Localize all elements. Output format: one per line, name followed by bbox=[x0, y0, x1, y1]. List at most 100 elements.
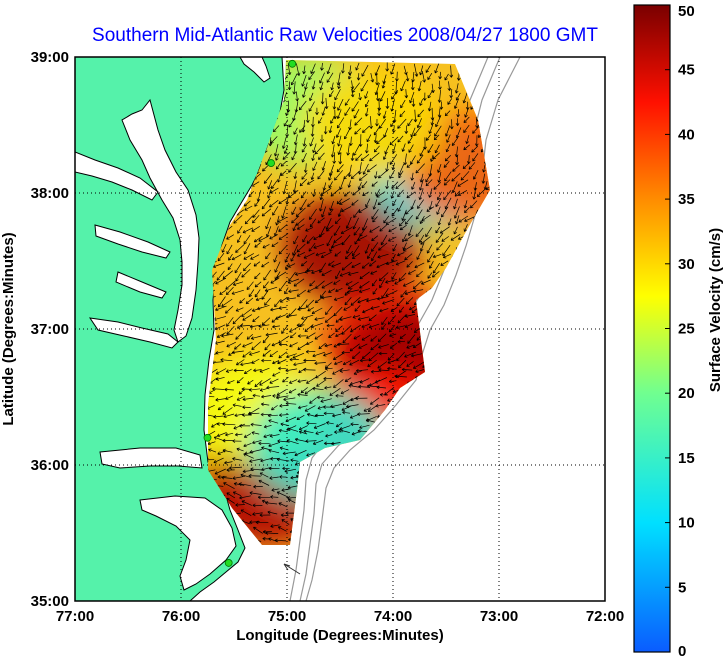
velocity-arrow bbox=[328, 332, 335, 339]
velocity-arrow bbox=[343, 171, 351, 180]
velocity-arrow bbox=[225, 395, 233, 400]
velocity-arrow bbox=[312, 386, 324, 391]
velocity-arrow bbox=[354, 117, 363, 126]
velocity-arrow bbox=[464, 216, 476, 222]
velocity-arrow bbox=[215, 305, 227, 312]
velocity-arrow bbox=[216, 432, 227, 438]
velocity-arrow bbox=[278, 502, 288, 508]
velocity-arrow bbox=[453, 98, 460, 109]
velocity-arrow bbox=[406, 344, 415, 349]
velocity-arrow bbox=[403, 280, 415, 287]
velocity-arrow bbox=[347, 180, 352, 188]
velocity-arrow bbox=[302, 137, 307, 147]
velocity-arrow bbox=[358, 343, 368, 349]
velocity-arrow bbox=[268, 137, 273, 147]
velocity-arrow bbox=[246, 333, 254, 340]
velocity-arrow bbox=[293, 171, 298, 180]
velocity-arrow bbox=[443, 190, 452, 201]
velocity-arrow bbox=[353, 226, 361, 236]
velocity-arrow bbox=[255, 297, 263, 302]
velocity-arrow bbox=[335, 393, 344, 398]
map-title: Southern Mid-Atlantic Raw Velocities 200… bbox=[92, 25, 598, 46]
velocity-arrow bbox=[280, 422, 290, 427]
velocity-arrow bbox=[280, 161, 287, 167]
velocity-arrow bbox=[265, 332, 278, 337]
velocity-arrow bbox=[293, 127, 298, 135]
velocity-arrow bbox=[370, 335, 378, 342]
velocity-arrow bbox=[439, 101, 444, 110]
velocity-arrow bbox=[261, 394, 272, 399]
velocity-arrow bbox=[364, 91, 369, 99]
velocity-arrow bbox=[337, 144, 343, 155]
velocity-arrow bbox=[286, 314, 297, 319]
velocity-arrow bbox=[305, 439, 317, 444]
velocity-arrow bbox=[321, 160, 326, 171]
velocity-arrow bbox=[320, 398, 332, 403]
velocity-arrow bbox=[243, 433, 252, 438]
velocity-arrow bbox=[234, 413, 244, 418]
velocity-arrow bbox=[414, 262, 425, 269]
velocity-arrow bbox=[296, 224, 305, 230]
velocity-arrow bbox=[460, 171, 470, 181]
velocity-arrow bbox=[337, 98, 344, 111]
velocity-arrow bbox=[235, 332, 243, 340]
velocity-arrow bbox=[328, 181, 333, 189]
velocity-arrow bbox=[242, 227, 253, 234]
velocity-arrow bbox=[418, 178, 424, 191]
velocity-arrow bbox=[272, 360, 280, 365]
velocity-arrow bbox=[358, 384, 371, 389]
velocity-arrow bbox=[357, 235, 368, 241]
velocity-arrow bbox=[365, 198, 371, 208]
velocity-arrow bbox=[449, 88, 454, 99]
velocity-arrow bbox=[290, 73, 298, 86]
velocity-arrow bbox=[296, 243, 306, 253]
velocity-arrow bbox=[259, 472, 269, 478]
velocity-arrow bbox=[259, 378, 271, 386]
velocity-arrow bbox=[240, 509, 252, 517]
velocity-arrow bbox=[447, 81, 452, 91]
velocity-arrow bbox=[262, 335, 270, 344]
velocity-arrow bbox=[298, 100, 307, 111]
velocity-arrow bbox=[208, 441, 216, 446]
velocity-arrow bbox=[320, 62, 324, 71]
velocity-arrow bbox=[308, 101, 315, 112]
velocity-arrow bbox=[285, 401, 297, 406]
velocity-arrow bbox=[306, 332, 316, 339]
velocity-arrow bbox=[437, 163, 442, 173]
velocity-arrow bbox=[347, 281, 359, 290]
velocity-arrow bbox=[391, 125, 396, 133]
velocity-arrow bbox=[443, 179, 451, 186]
velocity-arrow bbox=[367, 405, 377, 412]
velocity-arrow bbox=[379, 308, 389, 313]
velocity-arrow bbox=[287, 63, 292, 76]
velocity-arrow bbox=[236, 377, 244, 384]
velocity-arrow bbox=[232, 439, 242, 443]
velocity-arrow bbox=[411, 71, 415, 83]
velocity-arrow bbox=[330, 82, 334, 91]
velocity-arrow bbox=[277, 216, 288, 223]
velocity-arrow bbox=[292, 81, 297, 95]
velocity-arrow bbox=[371, 251, 378, 262]
velocity-arrow bbox=[321, 106, 326, 116]
velocity-arrow bbox=[280, 170, 287, 176]
velocity-arrow bbox=[215, 376, 225, 381]
velocity-arrow bbox=[290, 475, 298, 480]
velocity-arrow bbox=[439, 226, 450, 234]
velocity-arrow bbox=[427, 101, 432, 112]
velocity-arrow bbox=[417, 109, 424, 118]
velocity-arrow bbox=[274, 299, 281, 308]
velocity-arrow bbox=[208, 430, 216, 438]
velocity-arrow bbox=[332, 413, 342, 418]
velocity-arrow bbox=[239, 298, 246, 304]
velocity-arrow bbox=[274, 538, 287, 543]
velocity-arrow bbox=[300, 387, 308, 394]
velocity-arrow bbox=[382, 110, 387, 119]
velocity-arrow bbox=[377, 170, 388, 179]
velocity-arrow bbox=[300, 261, 308, 267]
velocity-arrow bbox=[351, 262, 361, 269]
velocity-arrow bbox=[295, 91, 299, 102]
velocity-arrow bbox=[398, 170, 404, 179]
velocity-arrow bbox=[277, 172, 282, 183]
velocity-arrow bbox=[262, 349, 271, 357]
velocity-arrow bbox=[221, 243, 227, 253]
